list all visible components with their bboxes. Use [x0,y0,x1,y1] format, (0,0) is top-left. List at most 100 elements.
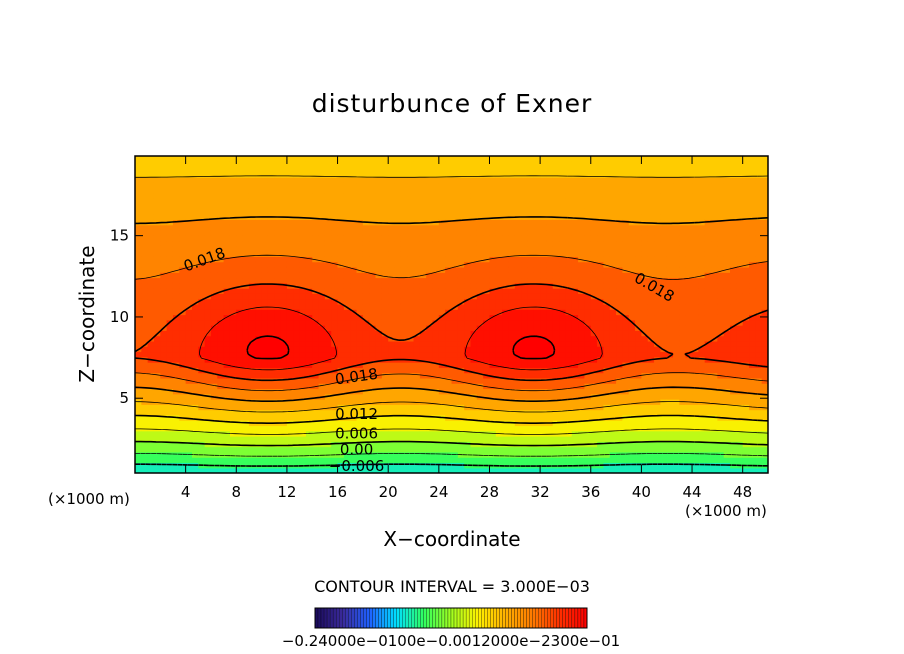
field-cell [419,388,427,395]
field-cell [337,325,345,331]
field-cell [641,288,649,294]
field-cell [236,293,244,300]
field-cell [476,266,484,273]
field-cell [236,436,244,442]
field-cell [305,214,313,220]
field-cell [521,446,529,453]
field-cell [457,229,465,236]
field-cell [628,436,636,442]
field-cell [343,436,351,442]
field-cell [293,425,301,432]
field-cell [381,414,389,421]
field-cell [590,335,598,342]
field-cell [647,235,655,242]
field-cell [514,404,522,411]
field-cell [590,177,598,184]
field-cell [381,335,389,342]
field-cell [489,177,497,184]
field-cell [413,182,421,189]
field-cell [470,187,478,194]
field-cell [356,335,364,342]
field-cell [305,182,313,189]
field-cell [647,340,655,347]
field-cell [312,319,320,326]
field-cell [565,425,573,432]
field-cell [229,161,237,168]
field-cell [356,409,364,416]
field-cell [141,256,149,263]
field-cell [514,399,522,405]
field-cell [590,240,598,247]
field-cell [521,303,529,310]
field-cell [141,346,149,353]
field-cell [153,451,161,458]
field-cell [172,425,180,432]
field-cell [274,436,282,442]
field-cell [318,245,326,252]
field-cell [584,198,592,205]
field-cell [217,404,225,411]
field-cell [324,261,332,268]
field-cell [400,266,408,273]
field-cell [426,330,434,337]
field-cell [419,436,427,442]
field-cell [635,436,642,442]
field-cell [179,240,187,247]
field-cell [565,356,573,363]
field-cell [438,393,446,400]
field-cell [622,251,630,257]
field-cell [236,351,244,358]
field-cell [521,256,529,263]
field-cell [647,161,655,168]
field-cell [274,261,282,268]
field-cell [375,224,383,231]
field-cell [609,409,617,416]
field-cell [584,377,592,384]
field-cell [229,192,237,199]
field-cell [451,293,459,300]
field-cell [508,256,516,263]
field-cell [578,446,586,453]
field-cell [578,192,586,199]
field-cell [616,377,624,384]
field-cell [375,425,383,432]
field-cell [135,441,142,448]
field-cell [286,367,294,374]
field-cell [521,430,529,437]
field-cell [470,256,478,263]
field-cell [324,256,332,263]
field-cell [293,393,301,400]
field-cell [432,446,440,453]
field-cell [242,457,250,464]
field-cell [160,393,168,400]
field-cell [432,266,440,273]
field-cell [483,177,491,184]
field-cell [153,235,161,242]
field-cell [426,425,434,432]
field-cell [362,404,370,411]
field-cell [312,235,320,242]
field-cell [210,298,218,305]
field-cell [350,256,358,263]
field-cell [204,457,212,464]
field-cell [191,404,199,411]
field-cell [248,325,256,331]
field-cell [324,214,332,220]
field-cell [508,314,516,321]
field-cell [590,377,598,384]
field-cell [635,351,642,358]
field-cell [514,425,522,432]
field-cell [356,309,364,316]
field-cell [204,409,212,416]
field-cell [185,314,193,321]
field-cell [603,208,611,215]
field-cell [603,166,611,173]
field-cell [185,198,193,205]
field-cell [521,383,529,390]
field-cell [153,335,161,342]
field-cell [394,229,402,236]
field-cell [432,235,440,242]
field-cell [356,229,364,236]
field-cell [141,351,149,358]
field-cell [597,298,605,305]
